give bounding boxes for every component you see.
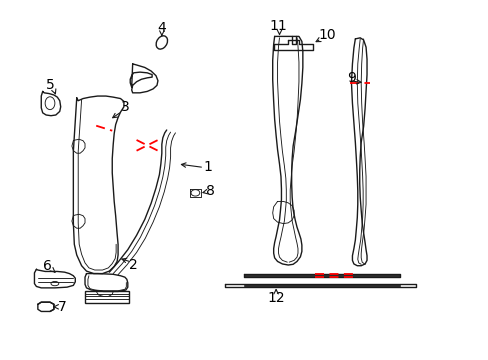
Text: 5: 5 [45, 78, 54, 92]
Text: 8: 8 [205, 184, 214, 198]
Text: 11: 11 [269, 19, 287, 33]
Text: 7: 7 [58, 300, 66, 314]
Text: 9: 9 [346, 71, 355, 85]
Text: 10: 10 [318, 28, 335, 42]
Text: 4: 4 [157, 21, 166, 35]
Text: 1: 1 [203, 161, 212, 175]
Text: 2: 2 [129, 258, 138, 272]
Text: 12: 12 [267, 291, 285, 305]
Text: 6: 6 [43, 259, 52, 273]
Text: 3: 3 [121, 100, 129, 114]
